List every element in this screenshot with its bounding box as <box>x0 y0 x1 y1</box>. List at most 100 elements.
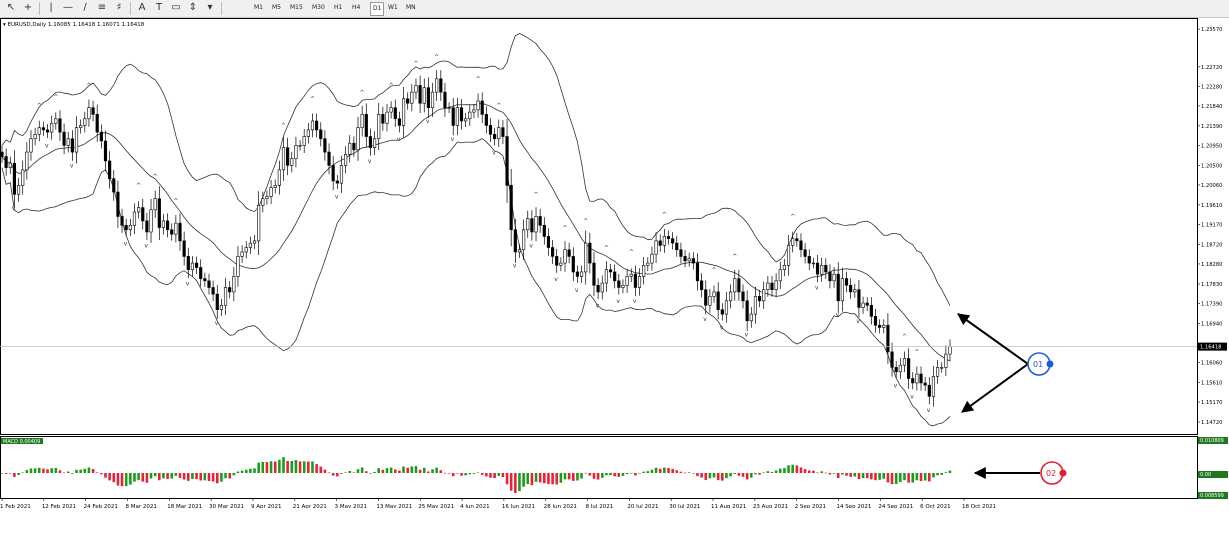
fractal-down-marker: v <box>144 243 148 250</box>
macd-bar <box>195 473 198 480</box>
fractal-down-marker: v <box>720 325 724 332</box>
macd-bar <box>803 469 807 473</box>
candle-body <box>464 118 468 122</box>
candle-body <box>232 276 236 293</box>
candle-body <box>757 296 762 302</box>
fibonacci-icon[interactable]: ♯ <box>116 2 122 13</box>
arrows-icon[interactable]: ⇕ <box>188 2 198 13</box>
y-tick-label: 1.22720 <box>1201 65 1222 71</box>
macd-bar <box>137 473 140 481</box>
macd-bar <box>642 471 645 473</box>
candle-body <box>410 91 414 104</box>
candle-body <box>182 240 186 257</box>
x-tick-label: 18 Oct 2021 <box>962 504 996 508</box>
candle-body <box>753 296 758 315</box>
cursor-icon[interactable]: ↖ <box>6 2 16 13</box>
candle-body <box>625 276 629 286</box>
y-tick-label: 1.18280 <box>1201 262 1222 268</box>
trendline-icon[interactable]: ∕ <box>83 2 87 13</box>
timeframe-mn[interactable]: MN <box>406 4 416 11</box>
candle-body <box>240 251 244 257</box>
candle-body <box>919 373 923 384</box>
timeframe-m5[interactable]: M5 <box>272 4 281 11</box>
candle-body <box>339 165 344 184</box>
macd-bar <box>799 467 803 473</box>
fractal-down-marker: v <box>426 118 430 125</box>
macd-bar <box>302 461 306 473</box>
candle-body <box>534 216 538 233</box>
x-tick-label: 9 Apr 2021 <box>251 504 282 508</box>
candle-body <box>298 145 302 147</box>
candle-body <box>608 269 613 273</box>
candle-body <box>749 313 753 322</box>
vertical-line-icon[interactable]: | <box>49 2 53 13</box>
candle-body <box>662 236 666 246</box>
timeframe-m15[interactable]: M15 <box>290 4 303 11</box>
macd-bar <box>158 473 161 481</box>
candle-body <box>853 289 857 293</box>
timeframe-w1[interactable]: W1 <box>388 4 398 11</box>
candle-body <box>178 222 182 242</box>
label-icon[interactable]: T <box>155 2 163 13</box>
candle-body <box>948 346 952 355</box>
macd-bar <box>410 466 414 473</box>
fractal-down-marker: v <box>616 298 620 305</box>
macd-bar <box>687 472 691 473</box>
candle-body <box>265 196 269 199</box>
candle-body <box>186 256 190 271</box>
candle-body <box>795 238 799 242</box>
x-tick-label: 24 Sep 2021 <box>878 504 913 508</box>
candle-body <box>290 158 294 166</box>
candle-body <box>99 131 103 142</box>
horizontal-line-icon[interactable]: — <box>63 2 73 13</box>
timeframe-h1[interactable]: H1 <box>334 4 343 11</box>
crosshair-icon[interactable]: + <box>23 2 33 13</box>
candle-body <box>505 136 509 186</box>
macd-bar <box>841 473 844 475</box>
text-icon[interactable]: A <box>138 2 146 13</box>
rectangle-icon[interactable]: ▭ <box>171 2 181 13</box>
y-tick-label: 1.17830 <box>1201 282 1222 288</box>
timeframe-h4[interactable]: H4 <box>352 4 361 11</box>
macd-bar <box>919 473 923 482</box>
macd-bar <box>692 473 695 474</box>
candle-body <box>774 280 778 291</box>
macd-axis-tag <box>1198 437 1228 444</box>
candle-body <box>54 118 58 124</box>
macd-bar <box>857 473 861 480</box>
symbol-header: ▾ EURUSD,Daily 1.16085 1.16418 1.16071 1… <box>3 22 145 28</box>
shapes-icon[interactable]: ▾ <box>207 2 213 13</box>
fractal-up-marker: ^ <box>902 334 907 341</box>
candle-body <box>766 282 770 291</box>
timeframe-d1[interactable]: D1 <box>370 2 385 16</box>
macd-bar <box>294 460 298 473</box>
macd-bar <box>427 471 430 473</box>
candle-body <box>157 198 161 228</box>
channel-icon[interactable]: ≡ <box>97 2 107 13</box>
x-tick-label: 30 Mar 2021 <box>209 504 244 508</box>
macd-bar <box>54 467 58 473</box>
timeframe-m1[interactable]: M1 <box>254 4 263 11</box>
macd-bar <box>319 466 323 473</box>
macd-bar <box>745 473 749 480</box>
candle-body <box>869 304 873 317</box>
candle-body <box>815 262 820 275</box>
fractal-down-marker: v <box>124 240 128 247</box>
candle-body <box>832 273 836 282</box>
fractal-up-marker: ^ <box>583 218 588 225</box>
candle-body <box>687 258 691 262</box>
y-tick-label: 1.22280 <box>1201 84 1222 90</box>
macd-bar <box>451 473 455 477</box>
macd-bar <box>37 467 41 473</box>
macd-bar <box>588 473 592 476</box>
fractal-down-marker: v <box>45 143 49 150</box>
timeframe-m30[interactable]: M30 <box>312 4 325 11</box>
macd-bar <box>870 473 873 480</box>
candle-body <box>671 238 675 244</box>
macd-bar <box>911 473 915 483</box>
macd-bar <box>290 461 294 473</box>
toolbar-separator <box>39 2 40 15</box>
x-tick-label: 6 Oct 2021 <box>920 504 951 508</box>
macd-bar <box>33 468 37 473</box>
candle-body <box>484 114 488 126</box>
